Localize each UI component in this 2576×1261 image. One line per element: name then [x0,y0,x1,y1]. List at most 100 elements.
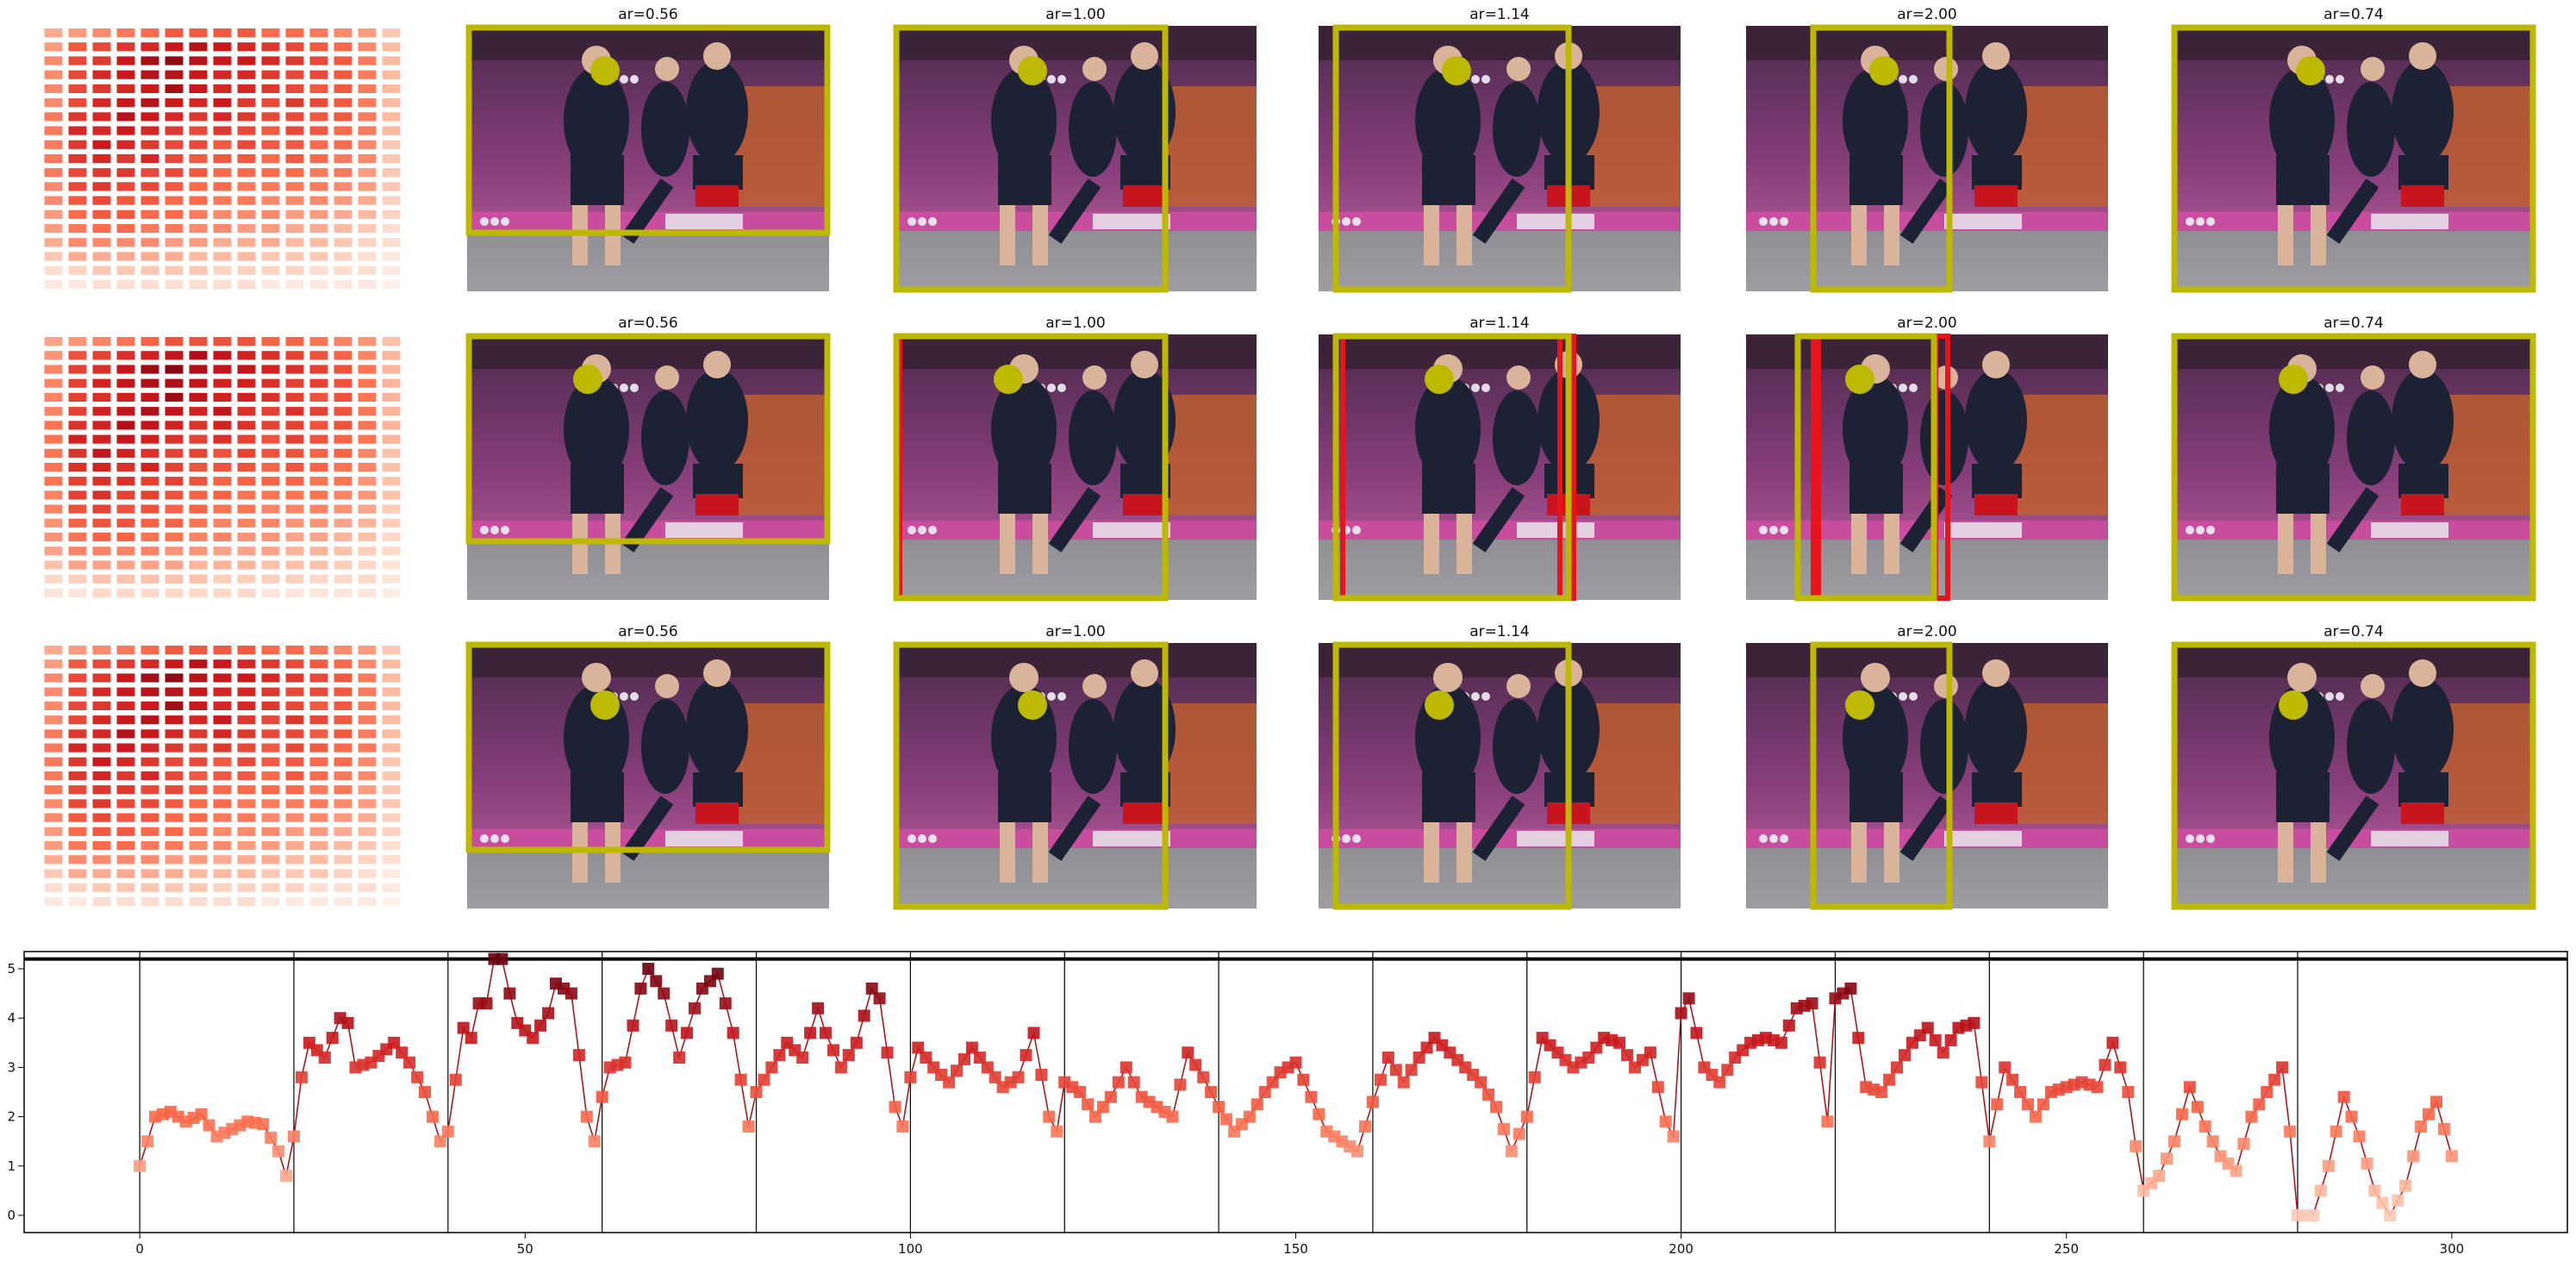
heatmap-cell [165,462,184,472]
heatmap-cell [116,28,135,38]
data-point [1929,1033,1942,1046]
heatmap-cell [334,407,352,416]
heatmap-cell [261,84,280,93]
heatmap-cell [309,827,328,836]
heatmap-cell [68,84,87,93]
heatmap-cell [165,659,184,669]
heatmap-cell [44,337,63,346]
heatmap-cell [140,28,159,38]
heatmap-cell [285,223,304,234]
heatmap-cell [285,126,304,135]
heatmap-cell [165,378,184,388]
heatmap-cell [165,168,184,178]
heatmap-cell [358,223,377,234]
heatmap-cell [237,223,256,234]
heatmap-cell [382,56,401,66]
heatmap-cell [358,28,377,38]
heatmap-cell [68,140,87,149]
heatmap-cell [358,84,377,93]
heatmap-cell [213,252,232,261]
heatmap-cell [334,518,352,527]
heatmap-cell [44,98,63,108]
heatmap-cell [285,378,304,388]
heatmap-cell [140,42,159,52]
heatmap-cell [189,365,208,374]
heatmap-cell [165,421,184,430]
data-point [711,967,724,980]
heatmap-cell [68,813,87,822]
heatmap-cell [92,813,111,822]
heatmap-cell [382,588,401,597]
heatmap-cell [213,28,232,38]
heatmap-cell [334,84,352,93]
heatmap-cell [261,112,280,122]
heatmap-cell [92,98,111,108]
heatmap-cell [309,98,328,108]
photo-panel: ar=1.14 [1319,6,1681,293]
data-point [804,1027,817,1039]
data-point [1366,1096,1379,1108]
heatmap-cell [382,140,401,149]
heatmap-cell [44,560,63,570]
heatmap-cell [309,182,328,191]
heatmap-cell [92,337,111,346]
heatmap-cell [213,646,232,655]
heatmap-cell [285,673,304,683]
heatmap-cell [44,126,63,135]
heatmap-cell [382,337,401,346]
heatmap-cell [165,715,184,725]
data-point [2392,1194,2404,1207]
heatmap-cell [189,279,208,289]
heatmap-cell [213,448,232,458]
heatmap-cell [189,392,208,402]
heatmap-cell [116,168,135,178]
heatmap-cell [213,518,232,527]
heatmap-cell [68,462,87,472]
heatmap-cell [140,448,159,458]
heatmap-cell [261,687,280,696]
heatmap-cell [165,771,184,781]
heatmap-cell [285,687,304,696]
heatmap-cell [237,98,256,108]
heatmap-cell [261,28,280,38]
data-point [943,1076,956,1089]
heatmap-cell [68,659,87,669]
heatmap-cell [309,448,328,458]
heatmap-cell [213,715,232,725]
heatmap-cell [309,659,328,669]
heatmap-cell [358,421,377,430]
data-point [457,1021,470,1034]
heatmap-cell [92,153,111,164]
heatmap-cell [261,799,280,808]
heatmap-cell [213,532,232,542]
heatmap-cell [237,462,256,472]
heatmap-cell [116,771,135,781]
heatmap-cell [334,351,352,360]
heatmap-cell [165,448,184,458]
heatmap-cell [116,827,135,836]
data-point [564,987,577,1000]
heatmap-cell [261,518,280,527]
heatmap-cell [92,673,111,683]
data-point [396,1046,409,1059]
heatmap-cell [165,504,184,514]
heatmap-cell [116,574,135,584]
heatmap-cell [213,771,232,781]
heatmap-cell [44,209,63,219]
data-point [141,1135,154,1148]
heatmap-cell [261,42,280,52]
heatmap-cell [382,490,401,500]
heatmap-cell [285,98,304,108]
heatmap-cell [309,771,328,781]
heatmap-cell [140,840,159,851]
data-point [195,1108,208,1121]
heatmap-cell [358,869,377,878]
heatmap-cell [382,182,401,191]
data-point [2014,1086,2027,1098]
heatmap-cell [309,546,328,556]
heatmap-cell [140,140,159,149]
heatmap-cell [237,771,256,781]
heatmap-cell [165,252,184,261]
heatmap-cell [213,490,232,500]
